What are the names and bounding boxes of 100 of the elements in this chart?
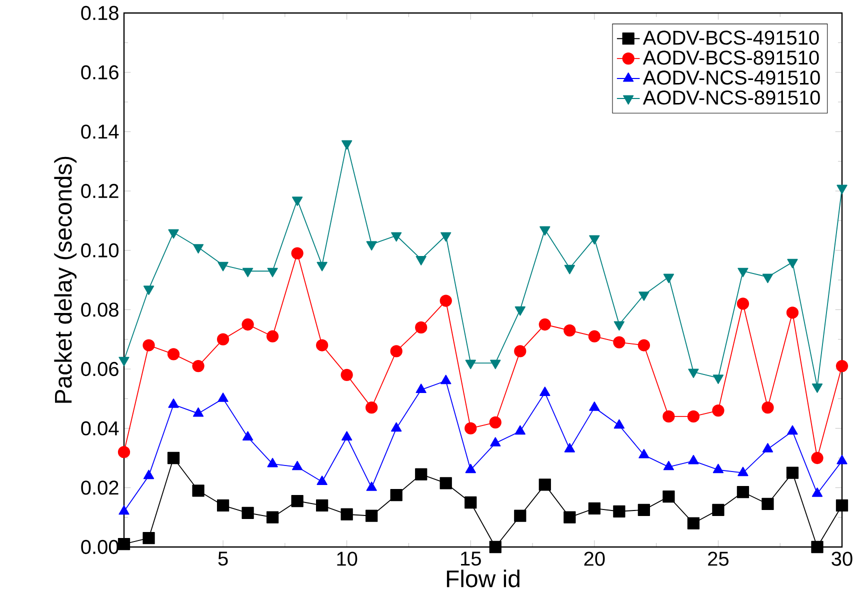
point [465, 464, 476, 474]
point [564, 443, 575, 452]
y-tick-label: 0.00 [81, 540, 118, 554]
point [762, 401, 774, 414]
point [167, 452, 180, 464]
point [712, 374, 724, 384]
y-tick-label: 0.10 [81, 243, 118, 258]
point [736, 298, 750, 310]
legend-label: AODV-NCS-491510 [642, 70, 820, 85]
point [366, 401, 378, 414]
point [266, 511, 279, 524]
point [489, 416, 502, 428]
point [316, 476, 328, 486]
point [736, 486, 750, 498]
point [786, 306, 799, 319]
x-tick-label: 5 [218, 552, 228, 566]
point [638, 339, 650, 352]
point [292, 196, 303, 206]
point [391, 422, 402, 432]
x-tick-label: 15 [461, 552, 481, 566]
point [490, 360, 501, 370]
point [490, 437, 501, 446]
point [192, 360, 204, 372]
point [218, 262, 228, 272]
point [738, 268, 748, 278]
point [267, 268, 278, 278]
point [564, 511, 576, 524]
point [811, 540, 824, 554]
point [836, 360, 848, 372]
point [662, 490, 675, 503]
x-axis-title: Flow id [446, 570, 520, 588]
point [366, 510, 378, 522]
point [812, 488, 823, 497]
point [168, 398, 179, 408]
point [242, 318, 254, 331]
point [118, 356, 130, 366]
point [142, 339, 155, 352]
point [216, 499, 230, 512]
point [662, 410, 675, 423]
point [192, 484, 204, 497]
point [316, 262, 328, 272]
y-tick-label: 0.08 [81, 302, 118, 317]
point [663, 274, 674, 284]
point [638, 448, 650, 458]
y-tick-label: 0.16 [81, 65, 118, 80]
point [688, 368, 699, 378]
point [787, 258, 798, 268]
point [613, 505, 626, 518]
point [787, 425, 798, 435]
point [316, 499, 328, 512]
point [812, 384, 823, 393]
point [416, 256, 426, 266]
point [118, 538, 130, 550]
point [738, 466, 748, 476]
point [391, 232, 402, 242]
point [390, 345, 402, 358]
point [316, 339, 328, 352]
point [266, 330, 279, 342]
legend-label: AODV-NCS-891510 [642, 90, 820, 105]
point [712, 464, 724, 474]
point [143, 286, 154, 295]
point [514, 510, 526, 522]
y-tick-label: 0.04 [81, 421, 119, 436]
point [564, 324, 576, 337]
point [366, 241, 377, 250]
x-tick-label: 20 [584, 552, 605, 566]
point [762, 498, 774, 510]
point [638, 292, 650, 301]
point [342, 431, 352, 441]
y-tick-label: 0.06 [81, 362, 118, 376]
y-axis-title: Packet delay (seconds) [54, 156, 77, 403]
legend-label: AODV-BCS-891510 [642, 50, 819, 65]
point [440, 232, 452, 242]
point [540, 226, 550, 236]
point [216, 333, 230, 346]
point [390, 489, 402, 502]
point [366, 482, 377, 491]
point [168, 229, 179, 239]
x-tick-label: 10 [337, 552, 358, 566]
point [340, 368, 353, 382]
point [564, 264, 575, 274]
point [688, 454, 699, 464]
point [192, 244, 204, 254]
point [836, 184, 848, 194]
point [811, 452, 824, 464]
point [415, 468, 428, 480]
point [514, 345, 526, 358]
point [613, 336, 626, 348]
point [589, 235, 600, 245]
point [588, 502, 600, 515]
y-tick-label: 0.12 [81, 184, 118, 198]
point [588, 330, 600, 342]
point [786, 466, 799, 479]
point [342, 140, 352, 150]
point [836, 454, 848, 464]
point [118, 446, 130, 458]
y-tick-label: 0.02 [81, 480, 118, 495]
point [836, 499, 848, 512]
point [292, 460, 303, 470]
point [538, 478, 551, 491]
